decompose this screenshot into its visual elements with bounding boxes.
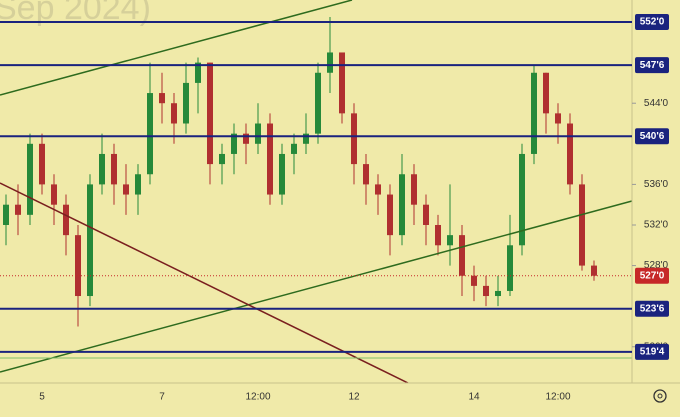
x-tick-label: 12:00 (245, 392, 270, 403)
x-tick-label: 12 (348, 392, 360, 403)
y-tick-label: 536'0 (644, 179, 669, 190)
candle-body (51, 184, 57, 205)
trend-line (0, 0, 353, 96)
candle-body (471, 275, 477, 286)
candle-body (579, 184, 585, 266)
y-tick-label: 528'0 (644, 260, 669, 271)
candle-body (279, 153, 285, 195)
candle-body (3, 204, 9, 225)
price-label-box (635, 300, 669, 317)
candle-body (459, 235, 465, 276)
settings-button[interactable] (653, 389, 667, 403)
candle-body (27, 143, 33, 215)
candle-body (483, 285, 489, 297)
x-tick-label: 5 (39, 392, 45, 403)
candle-body (267, 123, 273, 195)
x-tick-label: 12:00 (545, 392, 570, 403)
candle-body (339, 52, 345, 114)
current-price-box (635, 267, 669, 284)
candle-body (423, 204, 429, 225)
candle-body (435, 224, 441, 246)
current-price-label: 527'0 (640, 270, 665, 281)
candle-body (519, 153, 525, 246)
candle-body (243, 133, 249, 144)
y-tick-label: 544'0 (644, 98, 669, 109)
candle-body (123, 184, 129, 195)
candle-body (363, 164, 369, 185)
candle-body (147, 93, 153, 175)
price-label: 540'6 (640, 131, 665, 142)
candle-body (219, 153, 225, 165)
y-tick-label: 532'0 (644, 220, 669, 231)
candle-body (87, 184, 93, 297)
candle-body (495, 290, 501, 297)
trend-line (0, 182, 409, 384)
settings-button-dot (657, 393, 663, 399)
candle-body (183, 82, 189, 124)
x-tick-label: 14 (468, 392, 480, 403)
candle-body (567, 123, 573, 185)
candle-body (75, 235, 81, 297)
candle-body (15, 204, 21, 215)
price-label-box (635, 343, 669, 360)
candle-body (447, 235, 453, 246)
candle-body (387, 194, 393, 236)
candle-body (39, 143, 45, 185)
price-label-box (635, 57, 669, 74)
candle-body (99, 153, 105, 185)
candle-body (555, 113, 561, 124)
candle-body (195, 62, 201, 83)
price-label-box (635, 128, 669, 145)
candle-body (291, 143, 297, 154)
candle-body (111, 153, 117, 185)
candle-body (231, 133, 237, 154)
candle-body (207, 62, 213, 165)
price-label: 552'0 (640, 17, 665, 28)
candle-body (351, 113, 357, 165)
candle-body (543, 72, 549, 114)
candle-body (507, 245, 513, 291)
candle-body (63, 204, 69, 236)
candle-body (303, 133, 309, 144)
price-label: 523'6 (640, 303, 665, 314)
candle-body (375, 184, 381, 195)
price-label: 547'6 (640, 60, 665, 71)
candle-body (411, 174, 417, 205)
candle-body (159, 93, 165, 104)
candle-body (135, 174, 141, 195)
candle-body (591, 265, 597, 276)
candle-body (399, 174, 405, 236)
x-tick-label: 7 (159, 392, 165, 403)
price-label: 519'4 (640, 346, 665, 357)
candle-body (315, 72, 321, 134)
candle-body (171, 103, 177, 124)
price-label-box (635, 14, 669, 31)
plot (3, 16, 597, 327)
trend-line (0, 200, 633, 373)
candle-body (255, 123, 261, 144)
candle-body (531, 72, 537, 154)
candle-body (327, 52, 333, 73)
